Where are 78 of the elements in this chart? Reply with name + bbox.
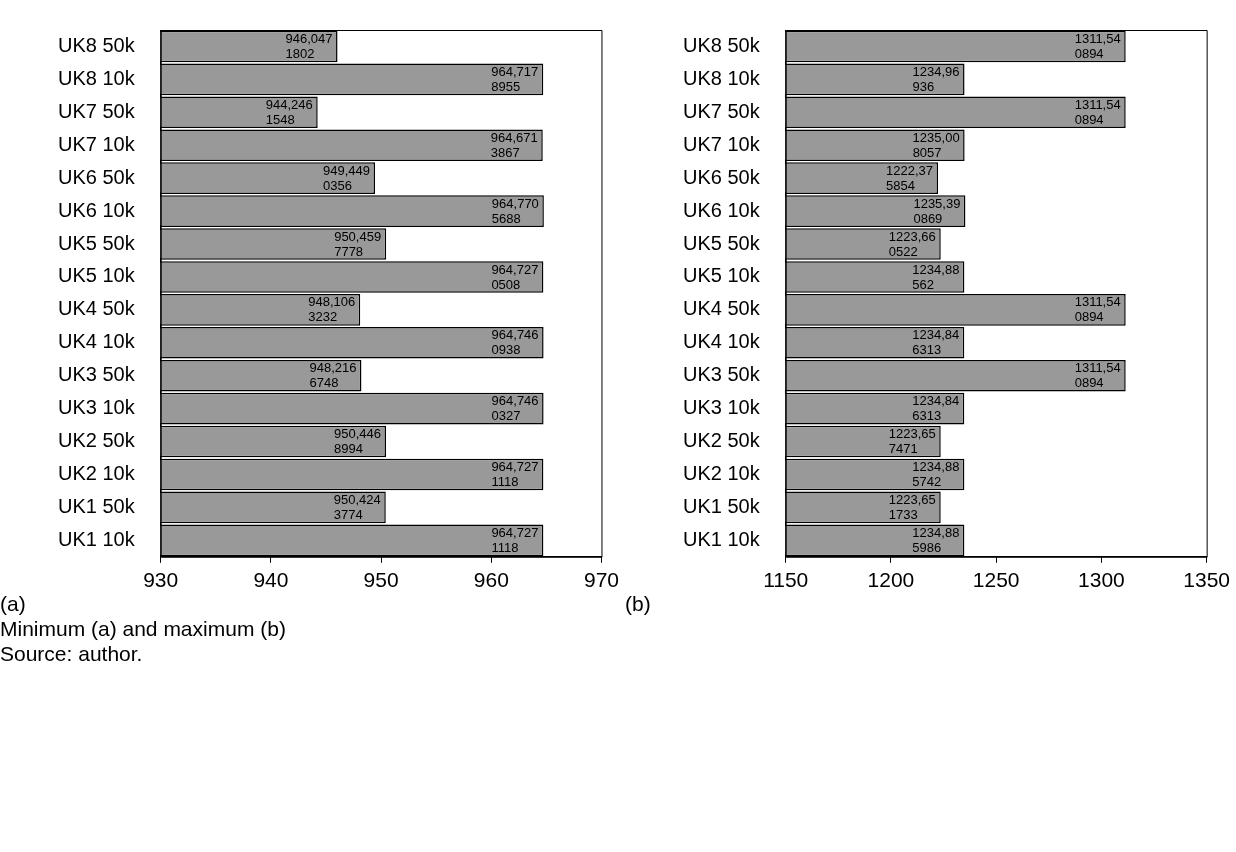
y-tick-label: UK2 10k <box>57 462 136 484</box>
data-label: 1311,540894 <box>1074 360 1121 391</box>
data-label: 949,4490356 <box>323 162 371 193</box>
y-tick-label: UK4 50k <box>682 297 761 320</box>
y-tick-label: UK8 50k <box>682 33 761 56</box>
x-tick-label: 950 <box>363 568 399 592</box>
data-label: 1234,885986 <box>912 524 960 555</box>
y-tick-label: UK4 50k <box>57 297 136 320</box>
data-label: 1223,660522 <box>888 228 936 259</box>
data-label: 950,4597778 <box>334 228 382 259</box>
data-label: 948,2166748 <box>309 360 357 391</box>
x-tick-label: 970 <box>583 568 619 592</box>
x-tick-label: 1200 <box>867 568 915 592</box>
data-label: 964,6713867 <box>490 129 538 160</box>
data-label: 1234,885742 <box>912 459 960 490</box>
data-label: 1234,846313 <box>912 327 960 358</box>
x-tick-label: 1350 <box>1183 568 1230 592</box>
text: (a) <box>0 592 26 616</box>
data-label: 964,7271118 <box>491 524 539 555</box>
y-tick-label: UK6 50k <box>57 165 136 188</box>
y-tick-label: UK5 50k <box>57 231 136 254</box>
y-tick-label: UK1 50k <box>57 494 136 517</box>
y-tick-label: UK1 10k <box>57 527 136 550</box>
y-tick-label: UK5 50k <box>682 231 761 254</box>
data-label: 964,7460938 <box>491 327 539 358</box>
data-label: 1234,846313 <box>912 393 960 424</box>
y-tick-label: UK5 10k <box>682 264 761 287</box>
y-tick-label: UK7 50k <box>682 99 761 122</box>
y-tick-label: UK8 10k <box>57 66 136 89</box>
y-tick-label: UK1 50k <box>682 494 761 517</box>
data-label: 1234,88562 <box>912 261 960 292</box>
x-tick-label: 940 <box>253 568 289 592</box>
data-label: 964,7460327 <box>491 393 539 424</box>
y-tick-label: UK3 50k <box>57 363 136 386</box>
data-label: 964,7271118 <box>491 459 539 490</box>
y-tick-label: UK1 10k <box>682 527 761 550</box>
x-tick-label: 930 <box>143 568 179 592</box>
x-tick-label: 1250 <box>972 568 1020 592</box>
y-tick-label: UK3 10k <box>682 396 761 419</box>
data-label: 1235,008057 <box>912 129 960 160</box>
y-tick-label: UK8 50k <box>57 33 136 56</box>
text: (b) <box>625 592 651 616</box>
data-label: 1223,657471 <box>888 426 936 457</box>
data-label: 1311,540894 <box>1074 96 1121 127</box>
y-tick-label: UK3 10k <box>57 396 136 419</box>
y-tick-label: UK4 10k <box>57 330 136 353</box>
data-label: 950,4468994 <box>334 426 382 457</box>
data-label: 1311,540894 <box>1074 31 1121 62</box>
y-tick-label: UK2 50k <box>57 429 136 452</box>
y-tick-label: UK2 10k <box>682 462 761 484</box>
y-tick-label: UK3 50k <box>682 363 761 386</box>
data-label: 1235,390869 <box>913 195 961 226</box>
x-tick-label: 1300 <box>1078 568 1125 592</box>
data-label: 1222,375854 <box>886 162 934 193</box>
y-tick-label: UK2 50k <box>682 429 761 452</box>
y-tick-label: UK6 10k <box>682 198 761 221</box>
y-tick-label: UK6 50k <box>682 165 761 188</box>
data-label: 950,4243774 <box>333 491 381 522</box>
y-tick-label: UK5 10k <box>57 264 136 287</box>
text: Minimum (a) and maximum (b) <box>0 617 286 641</box>
x-tick-label: 1150 <box>763 568 809 592</box>
y-tick-label: UK7 50k <box>57 99 136 122</box>
data-label: 964,7178955 <box>491 63 539 94</box>
source-note: Source: author. <box>0 642 143 666</box>
data-label: 1234,96936 <box>912 63 960 94</box>
y-tick-label: UK6 10k <box>57 198 136 221</box>
y-tick-label: UK7 10k <box>682 132 761 155</box>
x-tick-label: 960 <box>473 568 509 592</box>
data-label: 1311,540894 <box>1074 294 1121 325</box>
y-tick-label: UK8 10k <box>682 66 761 89</box>
data-label: 946,0471802 <box>285 31 333 62</box>
data-label: 948,1063232 <box>308 294 356 325</box>
data-label: 964,7705688 <box>491 195 539 226</box>
data-label: 944,2461548 <box>265 96 313 127</box>
data-label: 1223,651733 <box>888 491 936 522</box>
y-tick-label: UK4 10k <box>682 330 761 353</box>
y-tick-label: UK7 10k <box>57 132 136 155</box>
data-label: 964,7270508 <box>491 261 539 292</box>
